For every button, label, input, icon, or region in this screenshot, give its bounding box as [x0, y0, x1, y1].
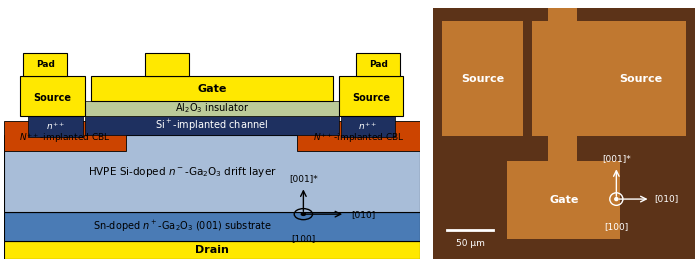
Bar — [4, 121, 127, 151]
Bar — [596, 21, 686, 136]
Bar — [548, 135, 577, 239]
Bar — [297, 121, 420, 151]
Bar — [356, 54, 400, 76]
Bar — [577, 21, 596, 136]
Text: $N^{++}$-implanted CBL: $N^{++}$-implanted CBL — [20, 131, 111, 145]
Text: $n^{++}$: $n^{++}$ — [46, 120, 65, 132]
Bar — [4, 212, 420, 241]
Text: [001]*: [001]* — [289, 174, 318, 183]
Bar — [548, 8, 577, 136]
Text: $N^{++}$-implanted CBL: $N^{++}$-implanted CBL — [312, 131, 404, 145]
Text: Gate: Gate — [197, 84, 226, 94]
Bar — [91, 76, 332, 101]
Text: [001]*: [001]* — [602, 154, 631, 163]
Text: Drain: Drain — [195, 245, 229, 255]
Text: 50 μm: 50 μm — [456, 239, 484, 248]
Text: $n^{++}$: $n^{++}$ — [358, 120, 377, 132]
Text: Si$^+$-implanted channel: Si$^+$-implanted channel — [155, 118, 268, 133]
Text: Source: Source — [620, 73, 663, 84]
Text: Pad: Pad — [369, 60, 388, 69]
Text: [100]: [100] — [604, 222, 629, 231]
Text: [100]: [100] — [291, 234, 316, 243]
Bar — [508, 161, 620, 239]
Bar — [533, 21, 548, 136]
Circle shape — [301, 213, 305, 215]
Bar — [442, 21, 523, 136]
Bar — [339, 76, 403, 116]
Bar — [29, 112, 83, 137]
Text: Pad: Pad — [36, 60, 55, 69]
Text: HVPE Si-doped $n^-$-Ga$_2$O$_3$ drift layer: HVPE Si-doped $n^-$-Ga$_2$O$_3$ drift la… — [88, 165, 277, 179]
Text: Source: Source — [352, 93, 390, 103]
Bar — [20, 76, 85, 116]
Text: Source: Source — [461, 73, 504, 84]
Bar — [85, 101, 339, 116]
Circle shape — [615, 198, 618, 201]
Text: Gate: Gate — [550, 195, 578, 205]
Text: Sn-doped $n^+$-Ga$_2$O$_3$ (001) substrate: Sn-doped $n^+$-Ga$_2$O$_3$ (001) substra… — [93, 219, 272, 235]
Bar — [85, 116, 339, 135]
Bar — [145, 54, 189, 76]
Text: [010]: [010] — [654, 195, 679, 204]
Bar — [4, 135, 420, 212]
Text: Source: Source — [34, 93, 71, 103]
Bar — [4, 241, 420, 259]
Text: [010]: [010] — [351, 210, 375, 219]
Bar — [341, 112, 395, 137]
Text: Al$_2$O$_3$ insulator: Al$_2$O$_3$ insulator — [174, 102, 249, 115]
Bar — [24, 54, 67, 76]
